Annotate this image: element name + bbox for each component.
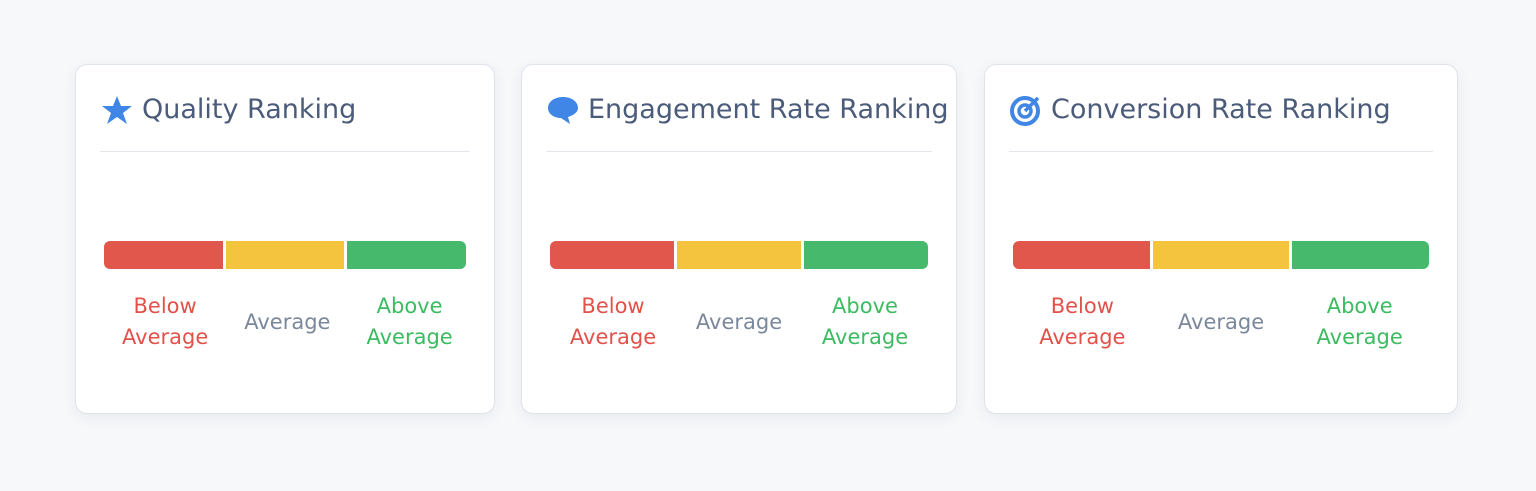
segment-label: Above Average [366,294,453,349]
segment-label: Average [695,309,783,334]
card-title: Engagement Rate Ranking [588,94,949,125]
bar-segment [1152,241,1290,269]
segment-label: Average [1177,309,1265,334]
segment-label: Above Average [821,294,909,349]
bar-segment [347,241,467,269]
bar-segment [225,241,345,269]
card-title: Quality Ranking [142,94,357,125]
ranking-bar [550,241,928,269]
card-header: Engagement Rate Ranking [546,93,949,152]
ranking-labels: Below Average Average Above Average [1013,287,1429,357]
bar-segment [550,241,674,269]
ranking-bar [1013,241,1430,269]
bar-segment [1013,241,1150,269]
segment-label: Above Average [1316,294,1403,349]
bar-segment [104,241,223,269]
segment-label: Below Average [1039,294,1126,349]
ranking-card: Engagement Rate Ranking Below Average Aver… [521,64,957,414]
segment-label: Below Average [122,294,209,349]
card-icon [548,97,578,124]
card-icon [1010,96,1040,126]
ranking-bar [104,241,467,269]
segment-label: Below Average [569,294,657,349]
bar-segment [677,241,801,269]
ranking-card: Conversion Rate Ranking Below Average Aver… [984,64,1458,414]
card-icon [102,96,132,124]
card-header: Conversion Rate Ranking [1009,93,1433,152]
segment-label: Average [244,309,331,334]
ranking-card: Quality Ranking Below Average Average Above… [75,64,495,414]
bar-segment [1292,241,1430,269]
card-title: Conversion Rate Ranking [1051,94,1391,125]
ranking-labels: Below Average Average Above Average [104,287,466,357]
bar-segment [804,241,928,269]
ranking-labels: Below Average Average Above Average [550,287,928,357]
card-header: Quality Ranking [100,93,470,152]
